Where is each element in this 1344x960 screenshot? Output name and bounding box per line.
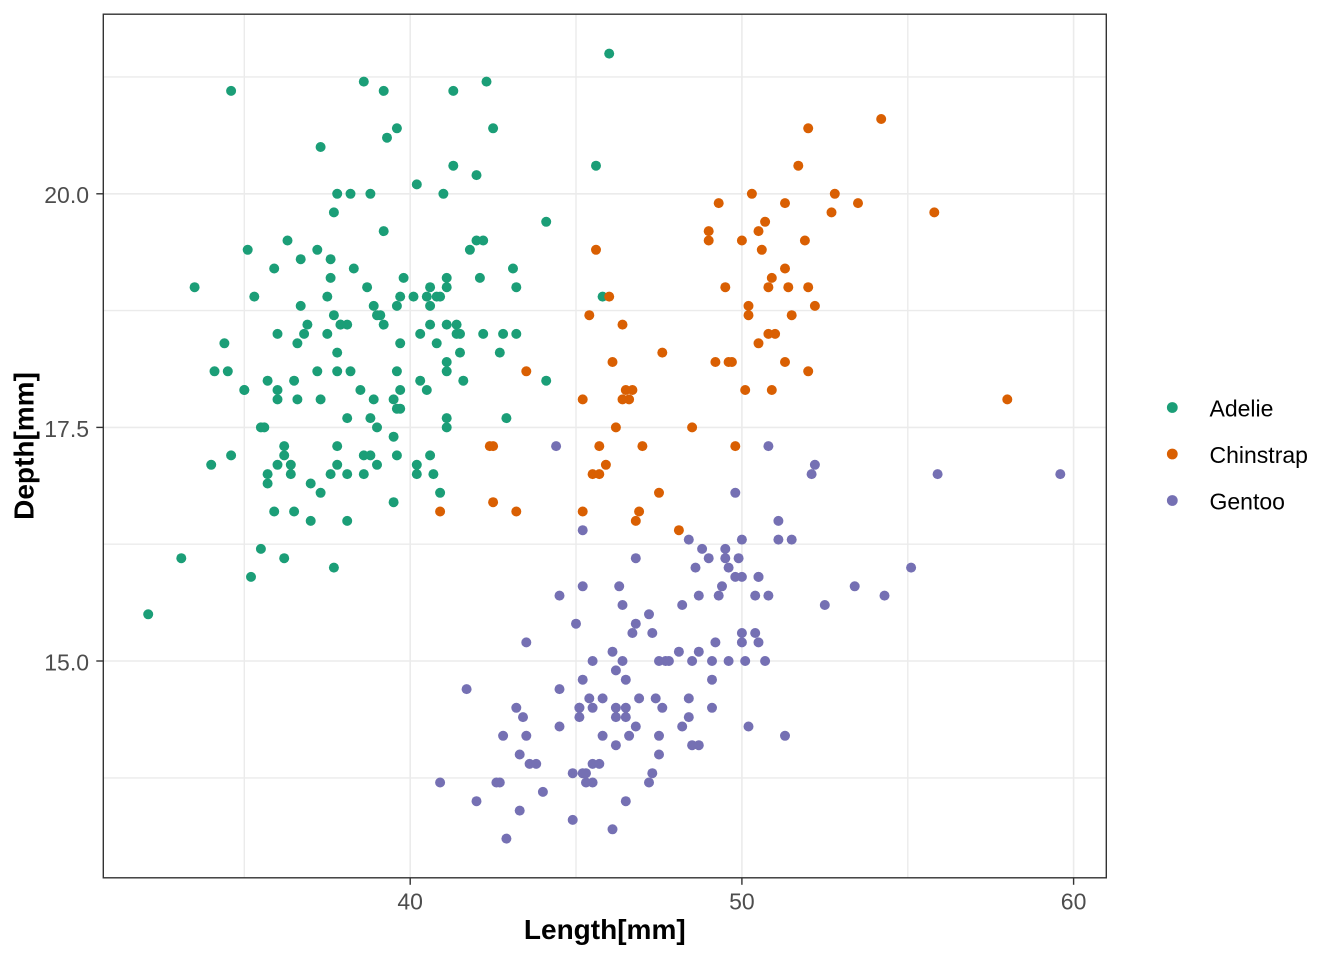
- svg-text:60: 60: [1061, 889, 1087, 915]
- svg-text:Gentoo: Gentoo: [1210, 488, 1285, 514]
- svg-text:50: 50: [729, 889, 755, 915]
- svg-text:20.0: 20.0: [44, 182, 89, 208]
- svg-text:Adelie: Adelie: [1210, 395, 1274, 421]
- svg-text:Chinstrap: Chinstrap: [1210, 442, 1308, 468]
- svg-text:15.0: 15.0: [44, 650, 89, 676]
- svg-text:Depth[mm]: Depth[mm]: [9, 372, 40, 520]
- svg-text:17.5: 17.5: [44, 416, 89, 442]
- svg-text:Length[mm]: Length[mm]: [524, 914, 686, 945]
- svg-text:40: 40: [397, 889, 423, 915]
